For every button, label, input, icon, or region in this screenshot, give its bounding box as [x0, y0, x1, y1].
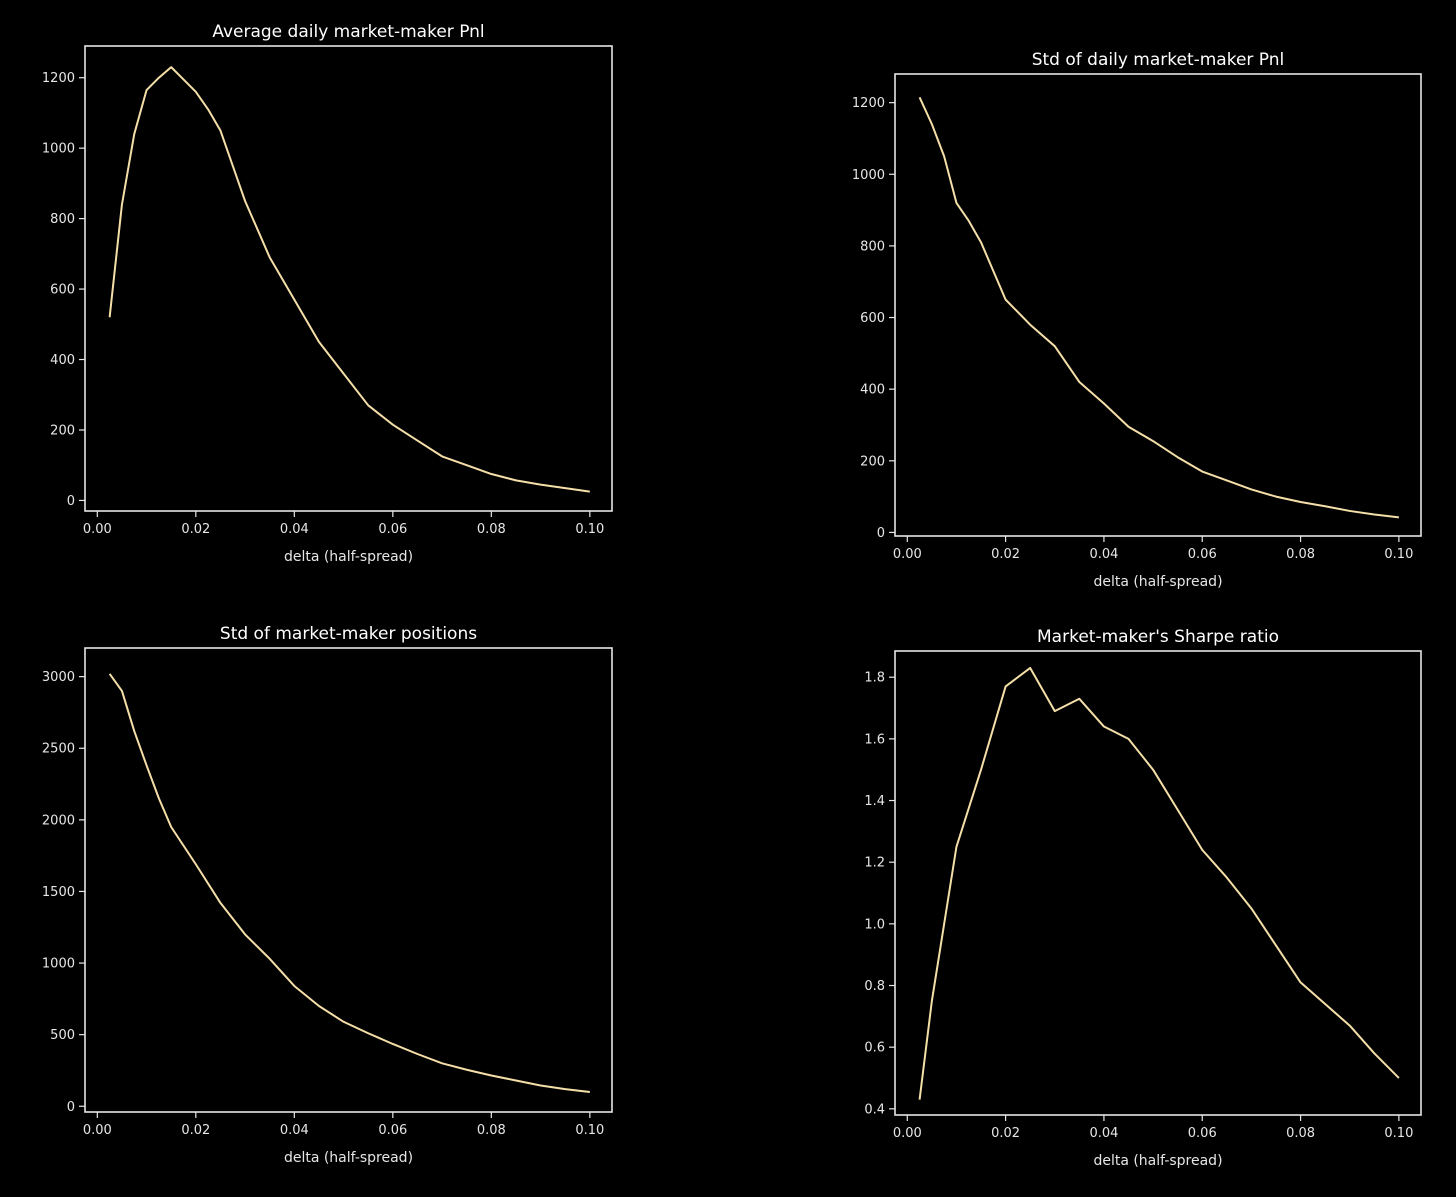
std-daily-pnl-ytick-label: 1200 [852, 96, 885, 111]
avg-daily-pnl-ytick-label: 800 [50, 212, 75, 227]
avg-daily-pnl-xtick-label: 0.06 [378, 522, 407, 537]
sharpe-ratio-ytick-label: 1.6 [864, 732, 885, 747]
std-positions-ytick-label: 1500 [42, 885, 75, 900]
std-positions-xlabel: delta (half-spread) [284, 1150, 413, 1166]
avg-daily-pnl-title: Average daily market-maker Pnl [212, 22, 484, 42]
std-daily-pnl-xlabel: delta (half-spread) [1093, 574, 1222, 590]
sharpe-ratio-ytick-label: 0.6 [864, 1041, 885, 1056]
std-positions-ytick-label: 500 [50, 1028, 75, 1043]
std-positions-axes-frame [84, 647, 613, 1113]
std-positions-xtick-label: 0.04 [280, 1123, 309, 1138]
std-positions-xtick-label: 0.08 [477, 1123, 506, 1138]
std-daily-pnl-axes-frame [894, 73, 1422, 537]
avg-daily-pnl-xtick-label: 0.10 [575, 522, 604, 537]
sharpe-ratio-xtick-label: 0.06 [1188, 1126, 1217, 1141]
std-daily-pnl-ytick-label: 0 [877, 526, 885, 541]
std-positions-ytick-label: 2500 [42, 742, 75, 757]
avg-daily-pnl-xtick-label: 0.02 [181, 522, 210, 537]
std-positions-xtick-label: 0.06 [378, 1123, 407, 1138]
avg-daily-pnl-ytick-label: 400 [50, 353, 75, 368]
std-daily-pnl-xtick-label: 0.02 [991, 547, 1020, 562]
sharpe-ratio-xtick-label: 0.00 [893, 1126, 922, 1141]
std-positions-series-line [108, 673, 590, 1093]
sharpe-ratio-ytick-label: 0.4 [864, 1102, 885, 1117]
std-daily-pnl-xtick-label: 0.00 [893, 547, 922, 562]
avg-daily-pnl-xlabel: delta (half-spread) [284, 549, 413, 565]
avg-daily-pnl-ytick-label: 1200 [42, 71, 75, 86]
avg-daily-pnl-axes-frame [84, 45, 613, 512]
std-daily-pnl-xtick-label: 0.08 [1286, 547, 1315, 562]
std-positions-xtick-label: 0.10 [575, 1123, 604, 1138]
avg-daily-pnl-ytick-label: 1000 [42, 142, 75, 157]
std-daily-pnl-xtick-label: 0.10 [1384, 547, 1413, 562]
std-daily-pnl-xtick-label: 0.06 [1188, 547, 1217, 562]
avg-daily-pnl-ytick-label: 200 [50, 423, 75, 438]
avg-daily-pnl-xtick-label: 0.08 [477, 522, 506, 537]
std-positions-ytick-label: 3000 [42, 670, 75, 685]
avg-daily-pnl-ytick-label: 600 [50, 283, 75, 298]
sharpe-ratio-ytick-label: 1.4 [864, 794, 885, 809]
std-positions-ytick-label: 1000 [42, 957, 75, 972]
sharpe-ratio-ytick-label: 0.8 [864, 979, 885, 994]
std-daily-pnl-series-line [918, 96, 1399, 519]
avg-daily-pnl-xtick-label: 0.04 [280, 522, 309, 537]
sharpe-ratio-ytick-label: 1.8 [864, 671, 885, 686]
sharpe-ratio-ytick-label: 1.0 [864, 917, 885, 932]
std-positions-ytick-label: 0 [67, 1100, 75, 1115]
std-daily-pnl-ytick-label: 800 [860, 239, 885, 254]
std-positions-ytick-label: 2000 [42, 813, 75, 828]
sharpe-ratio-xtick-label: 0.10 [1384, 1126, 1413, 1141]
sharpe-ratio-axes-frame [894, 650, 1422, 1116]
avg-daily-pnl-xtick-label: 0.00 [83, 522, 112, 537]
avg-daily-pnl-ytick-label: 0 [67, 494, 75, 509]
std-positions-xtick-label: 0.02 [181, 1123, 210, 1138]
sharpe-ratio-xtick-label: 0.02 [991, 1126, 1020, 1141]
std-positions-xtick-label: 0.00 [83, 1123, 112, 1138]
std-daily-pnl-ytick-label: 1000 [852, 168, 885, 183]
sharpe-ratio-ytick-label: 1.2 [864, 856, 885, 871]
std-daily-pnl-ytick-label: 400 [860, 383, 885, 398]
sharpe-ratio-series-line [918, 666, 1400, 1100]
std-daily-pnl-ytick-label: 600 [860, 311, 885, 326]
sharpe-ratio-xlabel: delta (half-spread) [1093, 1153, 1222, 1169]
std-daily-pnl-ytick-label: 200 [860, 454, 885, 469]
sharpe-ratio-title: Market-maker's Sharpe ratio [1037, 627, 1279, 647]
std-daily-pnl-xtick-label: 0.04 [1089, 547, 1118, 562]
std-positions-title: Std of market-maker positions [220, 624, 477, 644]
sharpe-ratio-xtick-label: 0.04 [1089, 1126, 1118, 1141]
sharpe-ratio-xtick-label: 0.08 [1286, 1126, 1315, 1141]
avg-daily-pnl-series-line [108, 66, 590, 493]
std-daily-pnl-title: Std of daily market-maker Pnl [1032, 50, 1285, 70]
